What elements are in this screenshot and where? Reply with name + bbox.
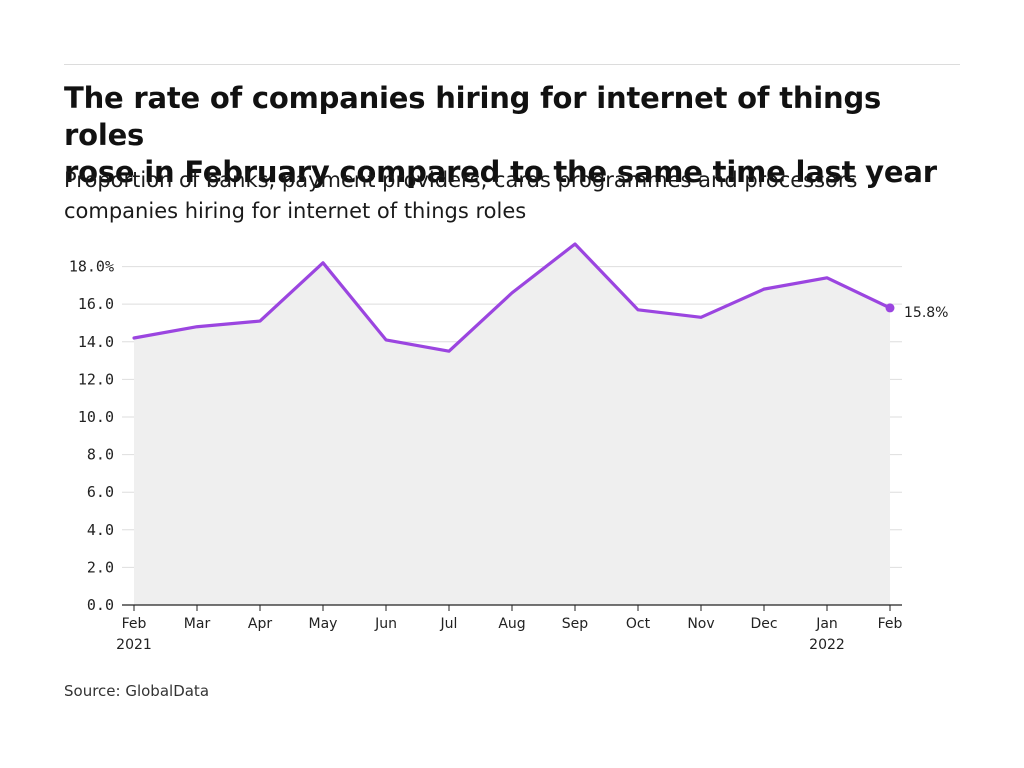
data-point — [699, 315, 703, 319]
x-tick-label: Nov — [687, 616, 714, 632]
y-tick-label: 14.0 — [78, 333, 114, 351]
data-point — [132, 336, 136, 340]
y-tick-label: 0.0 — [87, 596, 114, 614]
series-line — [132, 242, 892, 353]
x-tick-label: Jan — [815, 616, 838, 632]
end-point-marker — [885, 303, 895, 313]
data-point — [258, 319, 262, 323]
labels: 0.0 2.0 4.0 6.0 8.0 10.0 12.0 14.0 16.0 18.0% Feb 2… — [69, 258, 949, 653]
axes — [122, 604, 902, 611]
data-point — [384, 338, 388, 342]
page-subtitle: Proportion of banks, payment providers, … — [64, 165, 964, 227]
x-year-label: 2021 — [116, 637, 152, 653]
data-point — [447, 349, 451, 353]
area-fill-group — [134, 244, 890, 605]
top-divider — [64, 64, 960, 65]
y-tick-label: 16.0 — [78, 295, 114, 313]
x-year-label: 2022 — [809, 637, 845, 653]
data-point — [195, 325, 199, 329]
y-tick-label: 2.0 — [87, 558, 114, 576]
data-point — [762, 287, 766, 291]
y-tick-label: 4.0 — [87, 521, 114, 539]
x-tick-label: Feb — [878, 616, 903, 632]
x-tick-label: Jul — [440, 616, 458, 632]
y-tick-label: 10.0 — [78, 408, 114, 426]
data-point — [321, 261, 325, 265]
x-tick-label: Sep — [562, 616, 589, 632]
x-tick-label: May — [309, 616, 338, 632]
x-tick-label: Oct — [626, 616, 651, 632]
data-point — [636, 308, 640, 312]
title-line-1: The rate of companies hiring for interne… — [64, 81, 882, 152]
data-point — [510, 291, 514, 295]
source-note: Source: GlobalData — [64, 682, 210, 700]
y-tick-label: 8.0 — [87, 446, 114, 464]
title-line-2: rose in February compared to the same ti… — [64, 155, 937, 189]
page-title: The rate of companies hiring for interne… — [64, 80, 964, 191]
end-value-label: 15.8% — [904, 305, 948, 321]
data-point — [825, 276, 829, 280]
y-tick-label: 6.0 — [87, 483, 114, 501]
subtitle-line-2: companies hiring for internet of things … — [64, 199, 527, 223]
area-fill — [134, 244, 890, 605]
y-tick-label: 18.0% — [69, 258, 114, 276]
x-tick-label: Jun — [374, 616, 397, 632]
data-point — [573, 242, 577, 246]
x-tick-label: Mar — [184, 616, 211, 632]
subtitle-line-1: Proportion of banks, payment providers, … — [64, 168, 858, 192]
x-tick-label: Dec — [750, 616, 777, 632]
y-tick-label: 12.0 — [78, 370, 114, 388]
x-tick-label: Feb — [122, 616, 147, 632]
series-line-group — [132, 242, 895, 353]
x-tick-label: Apr — [248, 616, 272, 632]
x-tick-label: Aug — [498, 616, 525, 632]
